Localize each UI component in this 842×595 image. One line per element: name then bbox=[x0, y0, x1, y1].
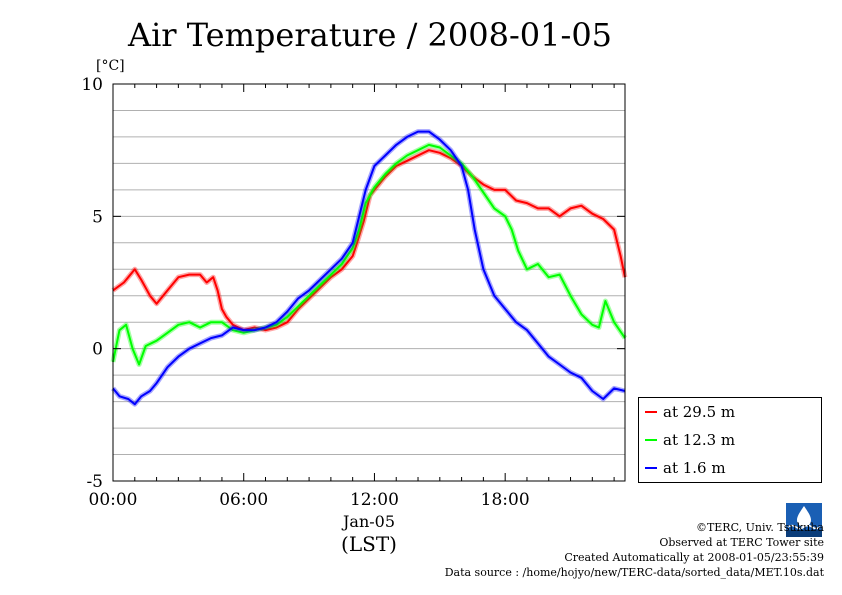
legend-item-1-6m: at 1.6 m bbox=[645, 458, 726, 478]
x-tick-label: 12:00 bbox=[350, 490, 399, 510]
series-line-halo bbox=[111, 129, 626, 407]
date-label: Jan-05 bbox=[341, 512, 395, 531]
source-text: Data source : /home/hojyo/new/TERC-data/… bbox=[444, 566, 824, 579]
legend-swatch-green bbox=[645, 439, 657, 441]
y-tick-label: 0 bbox=[92, 340, 103, 360]
credits-block: ©TERC, Univ. Tsukuba Observed at TERC To… bbox=[445, 520, 824, 580]
grid-lines bbox=[113, 109, 625, 456]
copyright-text: ©TERC, Univ. Tsukuba bbox=[695, 521, 824, 534]
created-text: Created Automatically at 2008-01-05/23:5… bbox=[564, 551, 824, 564]
series-layer bbox=[110, 129, 628, 407]
y-tick-label: 5 bbox=[92, 207, 103, 227]
series-line-1 bbox=[112, 143, 626, 366]
x-tick-label: 18:00 bbox=[481, 490, 530, 510]
legend-label: at 12.3 m bbox=[663, 431, 736, 449]
terc-logo-icon bbox=[786, 503, 822, 537]
legend-label: at 1.6 m bbox=[663, 459, 726, 477]
legend-item-12-3m: at 12.3 m bbox=[645, 430, 735, 450]
plot-frame bbox=[112, 83, 626, 482]
observed-text: Observed at TERC Tower site bbox=[659, 536, 824, 549]
y-tick-label: 10 bbox=[81, 75, 103, 95]
series-line-2 bbox=[112, 130, 626, 406]
x-tick-label: 06:00 bbox=[219, 490, 268, 510]
legend-swatch-blue bbox=[645, 467, 657, 469]
axis-ticks: 10 5 0 -500:00 06:00 12:00 18:00 bbox=[81, 75, 625, 510]
x-tick-label: 00:00 bbox=[89, 490, 138, 510]
chart-title: Air Temperature / 2008-01-05 bbox=[127, 16, 612, 54]
y-tick-label: -5 bbox=[86, 472, 103, 492]
x-axis-label: (LST) bbox=[341, 532, 397, 556]
series-line-0 bbox=[112, 149, 626, 332]
y-axis-unit-label: [°C] bbox=[96, 58, 125, 74]
legend-label: at 29.5 m bbox=[663, 403, 736, 421]
legend: at 29.5 m at 12.3 m at 1.6 m bbox=[638, 397, 822, 483]
legend-item-29-5m: at 29.5 m bbox=[645, 402, 735, 422]
legend-swatch-red bbox=[645, 411, 657, 413]
